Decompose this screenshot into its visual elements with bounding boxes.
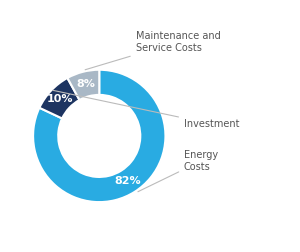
Text: Maintenance and
Service Costs: Maintenance and Service Costs [85,31,220,70]
Wedge shape [39,78,80,118]
Wedge shape [68,70,99,100]
Text: Investment: Investment [53,90,239,129]
Text: 82%: 82% [115,176,141,186]
Wedge shape [33,70,165,202]
Text: 8%: 8% [76,79,95,89]
Text: 10%: 10% [47,94,74,104]
Text: Energy
Costs: Energy Costs [138,150,218,192]
